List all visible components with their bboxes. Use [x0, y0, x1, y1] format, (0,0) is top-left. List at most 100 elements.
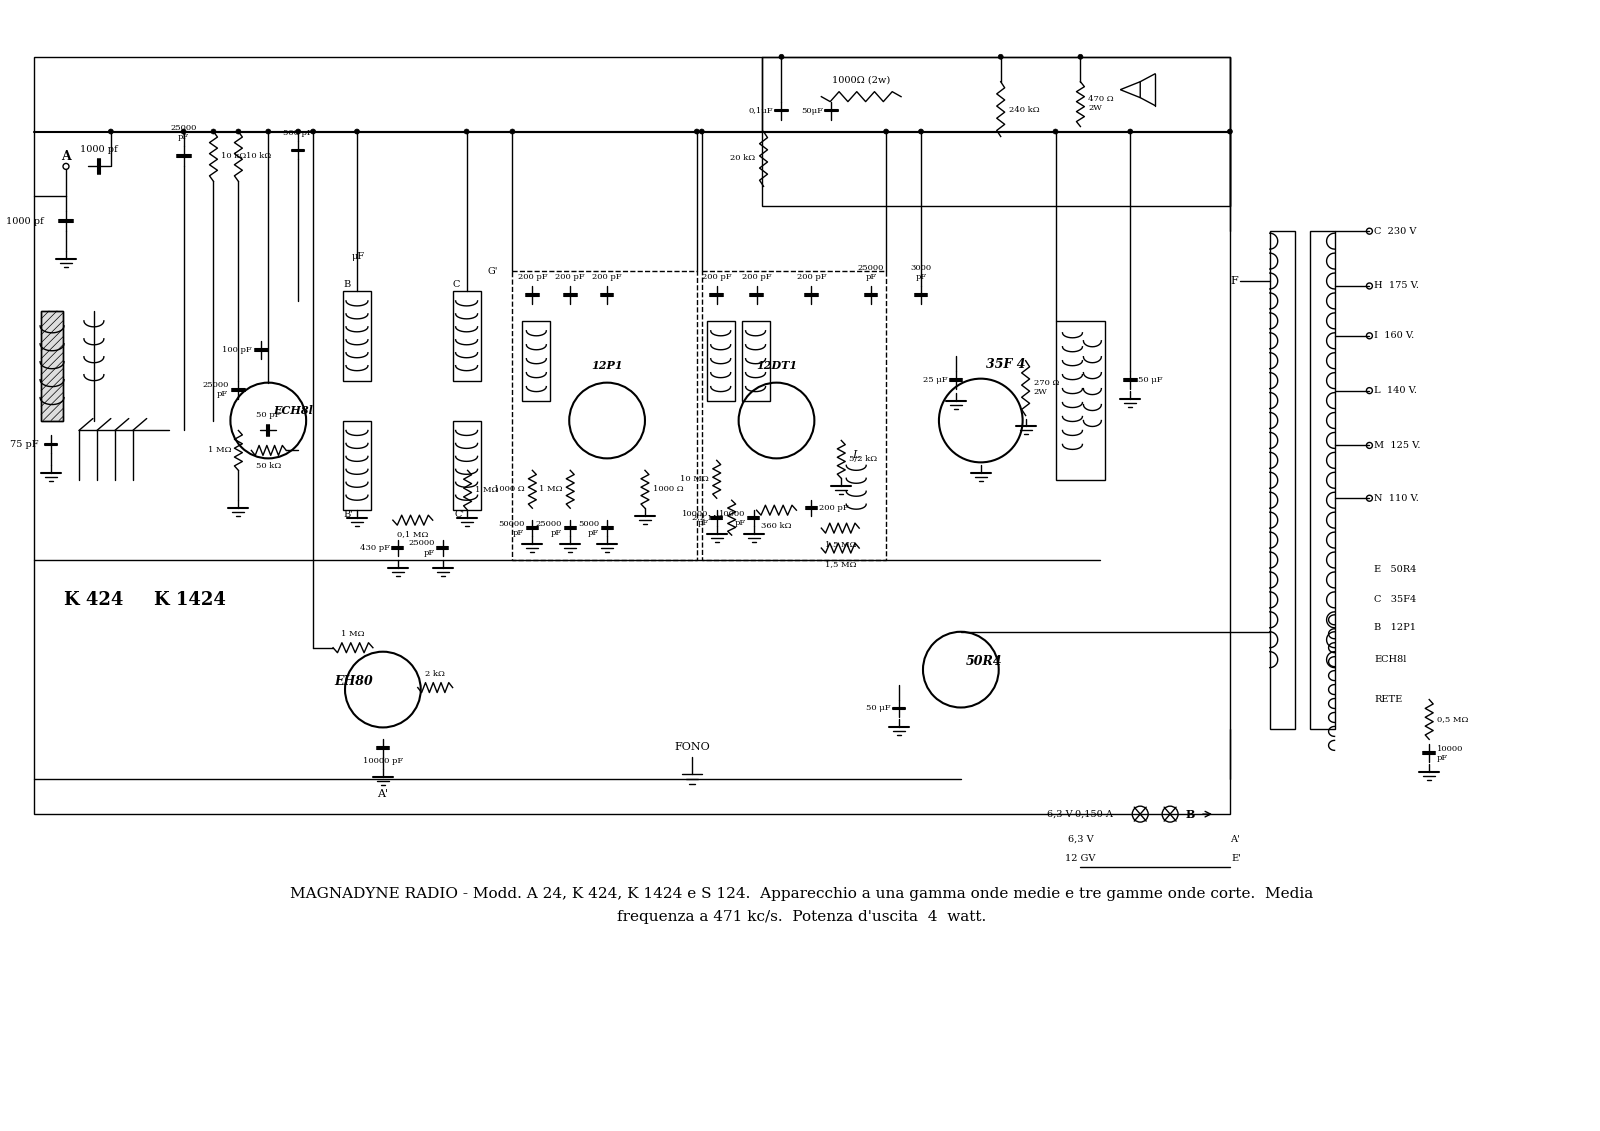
Text: 6,3 V-0,150 A: 6,3 V-0,150 A [1048, 810, 1114, 819]
Text: M  125 V.: M 125 V. [1374, 441, 1421, 450]
Text: A': A' [378, 789, 389, 800]
Text: 10000
pF: 10000 pF [682, 510, 709, 527]
Text: FONO: FONO [674, 742, 710, 752]
Bar [34, 57, 1230, 814]
Circle shape [1227, 129, 1232, 133]
Text: 2 kΩ: 2 kΩ [424, 670, 445, 677]
Text: G': G' [488, 267, 498, 276]
Text: 3000
pF: 3000 pF [910, 264, 931, 280]
Text: 200 pF: 200 pF [742, 273, 771, 280]
Text: MAGNADYNE RADIO - Modd. A 24, K 424, K 1424 e S 124.  Apparecchio a una gamma on: MAGNADYNE RADIO - Modd. A 24, K 424, K 1… [290, 887, 1314, 901]
Text: 10000
pF: 10000 pF [720, 510, 746, 527]
Bar [42, 311, 62, 421]
Text: 240 kΩ: 240 kΩ [1008, 105, 1040, 113]
Circle shape [296, 129, 301, 133]
Text: 1000 Ω: 1000 Ω [494, 485, 525, 493]
Text: 1 MΩ: 1 MΩ [341, 630, 365, 638]
Circle shape [1053, 129, 1058, 133]
Circle shape [211, 129, 216, 133]
Text: K 1424: K 1424 [154, 590, 226, 608]
Text: N  110 V.: N 110 V. [1374, 494, 1419, 503]
Circle shape [998, 54, 1003, 59]
Text: C  230 V: C 230 V [1374, 226, 1416, 235]
Bar [453, 291, 480, 381]
Text: 200 pF: 200 pF [555, 273, 586, 280]
Text: 10000
pF: 10000 pF [1437, 744, 1464, 762]
Text: 1,5 MΩ: 1,5 MΩ [824, 541, 856, 549]
Text: EH80: EH80 [334, 675, 373, 688]
Text: ECH8l: ECH8l [274, 405, 314, 416]
Text: 6,3 V: 6,3 V [1067, 835, 1093, 844]
Text: 0,1 MΩ: 0,1 MΩ [397, 530, 429, 538]
Text: L: L [853, 450, 859, 460]
Circle shape [181, 129, 186, 133]
Text: 1000 pf: 1000 pf [6, 217, 45, 226]
Circle shape [1128, 129, 1133, 133]
Text: 10 MΩ: 10 MΩ [680, 475, 709, 483]
Text: 1000Ω (2w): 1000Ω (2w) [832, 76, 890, 85]
Text: 25000
pF: 25000 pF [408, 539, 435, 556]
Text: 1000 pf: 1000 pf [80, 146, 118, 155]
Bar [762, 57, 1230, 206]
Text: 50 kΩ: 50 kΩ [256, 463, 282, 470]
Circle shape [1078, 54, 1083, 59]
Text: 10 kΩ: 10 kΩ [221, 153, 246, 161]
Text: 10000 pF: 10000 pF [363, 758, 403, 766]
Circle shape [510, 129, 515, 133]
Text: B: B [1186, 809, 1195, 820]
Circle shape [918, 129, 923, 133]
Text: C': C' [454, 510, 464, 519]
Circle shape [310, 129, 315, 133]
Text: 5/2 kΩ: 5/2 kΩ [850, 456, 877, 464]
Circle shape [235, 129, 242, 133]
Text: 1,5 MΩ: 1,5 MΩ [824, 560, 856, 568]
Text: 25000
pF: 25000 pF [858, 264, 885, 280]
Text: 50 μF: 50 μF [1138, 375, 1163, 383]
Bar [512, 271, 696, 560]
Text: 50μF: 50μF [802, 106, 824, 114]
Text: 200 pF: 200 pF [517, 273, 547, 280]
Bar [702, 271, 886, 560]
Text: A: A [61, 150, 70, 163]
Circle shape [355, 129, 360, 133]
Bar [1056, 321, 1106, 481]
Text: 200 pF: 200 pF [819, 504, 850, 512]
Text: B': B' [342, 510, 354, 519]
Text: ECH8l: ECH8l [1374, 655, 1406, 664]
Text: B   12P1: B 12P1 [1374, 623, 1416, 632]
Text: 0,5 MΩ: 0,5 MΩ [1437, 716, 1469, 724]
Circle shape [699, 129, 704, 133]
Bar [522, 321, 550, 400]
Text: H  175 V.: H 175 V. [1374, 282, 1419, 291]
Bar [742, 321, 770, 400]
Text: F: F [1230, 276, 1238, 286]
Bar [707, 321, 734, 400]
Bar [42, 311, 62, 421]
Text: 1 MΩ: 1 MΩ [475, 486, 498, 494]
Text: I  160 V.: I 160 V. [1374, 331, 1414, 340]
Text: 50 μF: 50 μF [867, 705, 891, 713]
Text: B: B [342, 280, 350, 290]
Text: A': A' [1230, 835, 1240, 844]
Text: 0,1μF: 0,1μF [749, 106, 773, 114]
Text: 430 pF: 430 pF [360, 544, 390, 552]
Text: 470 Ω
2W: 470 Ω 2W [1088, 95, 1114, 112]
Text: E   50R4: E 50R4 [1374, 566, 1416, 575]
Bar [453, 421, 480, 510]
Text: 360 kΩ: 360 kΩ [762, 523, 792, 530]
Text: 200 pF: 200 pF [592, 273, 622, 280]
Circle shape [779, 54, 784, 59]
Text: 200 pF: 200 pF [702, 273, 731, 280]
Text: C: C [453, 280, 461, 290]
Text: 12 GV: 12 GV [1066, 854, 1096, 863]
Text: 270 Ω
2W: 270 Ω 2W [1034, 379, 1059, 396]
Text: 1000 Ω: 1000 Ω [653, 485, 683, 493]
Text: K 424: K 424 [64, 590, 123, 608]
Text: 50 pF: 50 pF [256, 411, 280, 418]
Bar [1310, 231, 1334, 729]
Text: μF: μF [352, 251, 365, 260]
Circle shape [464, 129, 469, 133]
Circle shape [109, 129, 114, 133]
Circle shape [883, 129, 888, 133]
Text: E': E' [1232, 854, 1242, 863]
